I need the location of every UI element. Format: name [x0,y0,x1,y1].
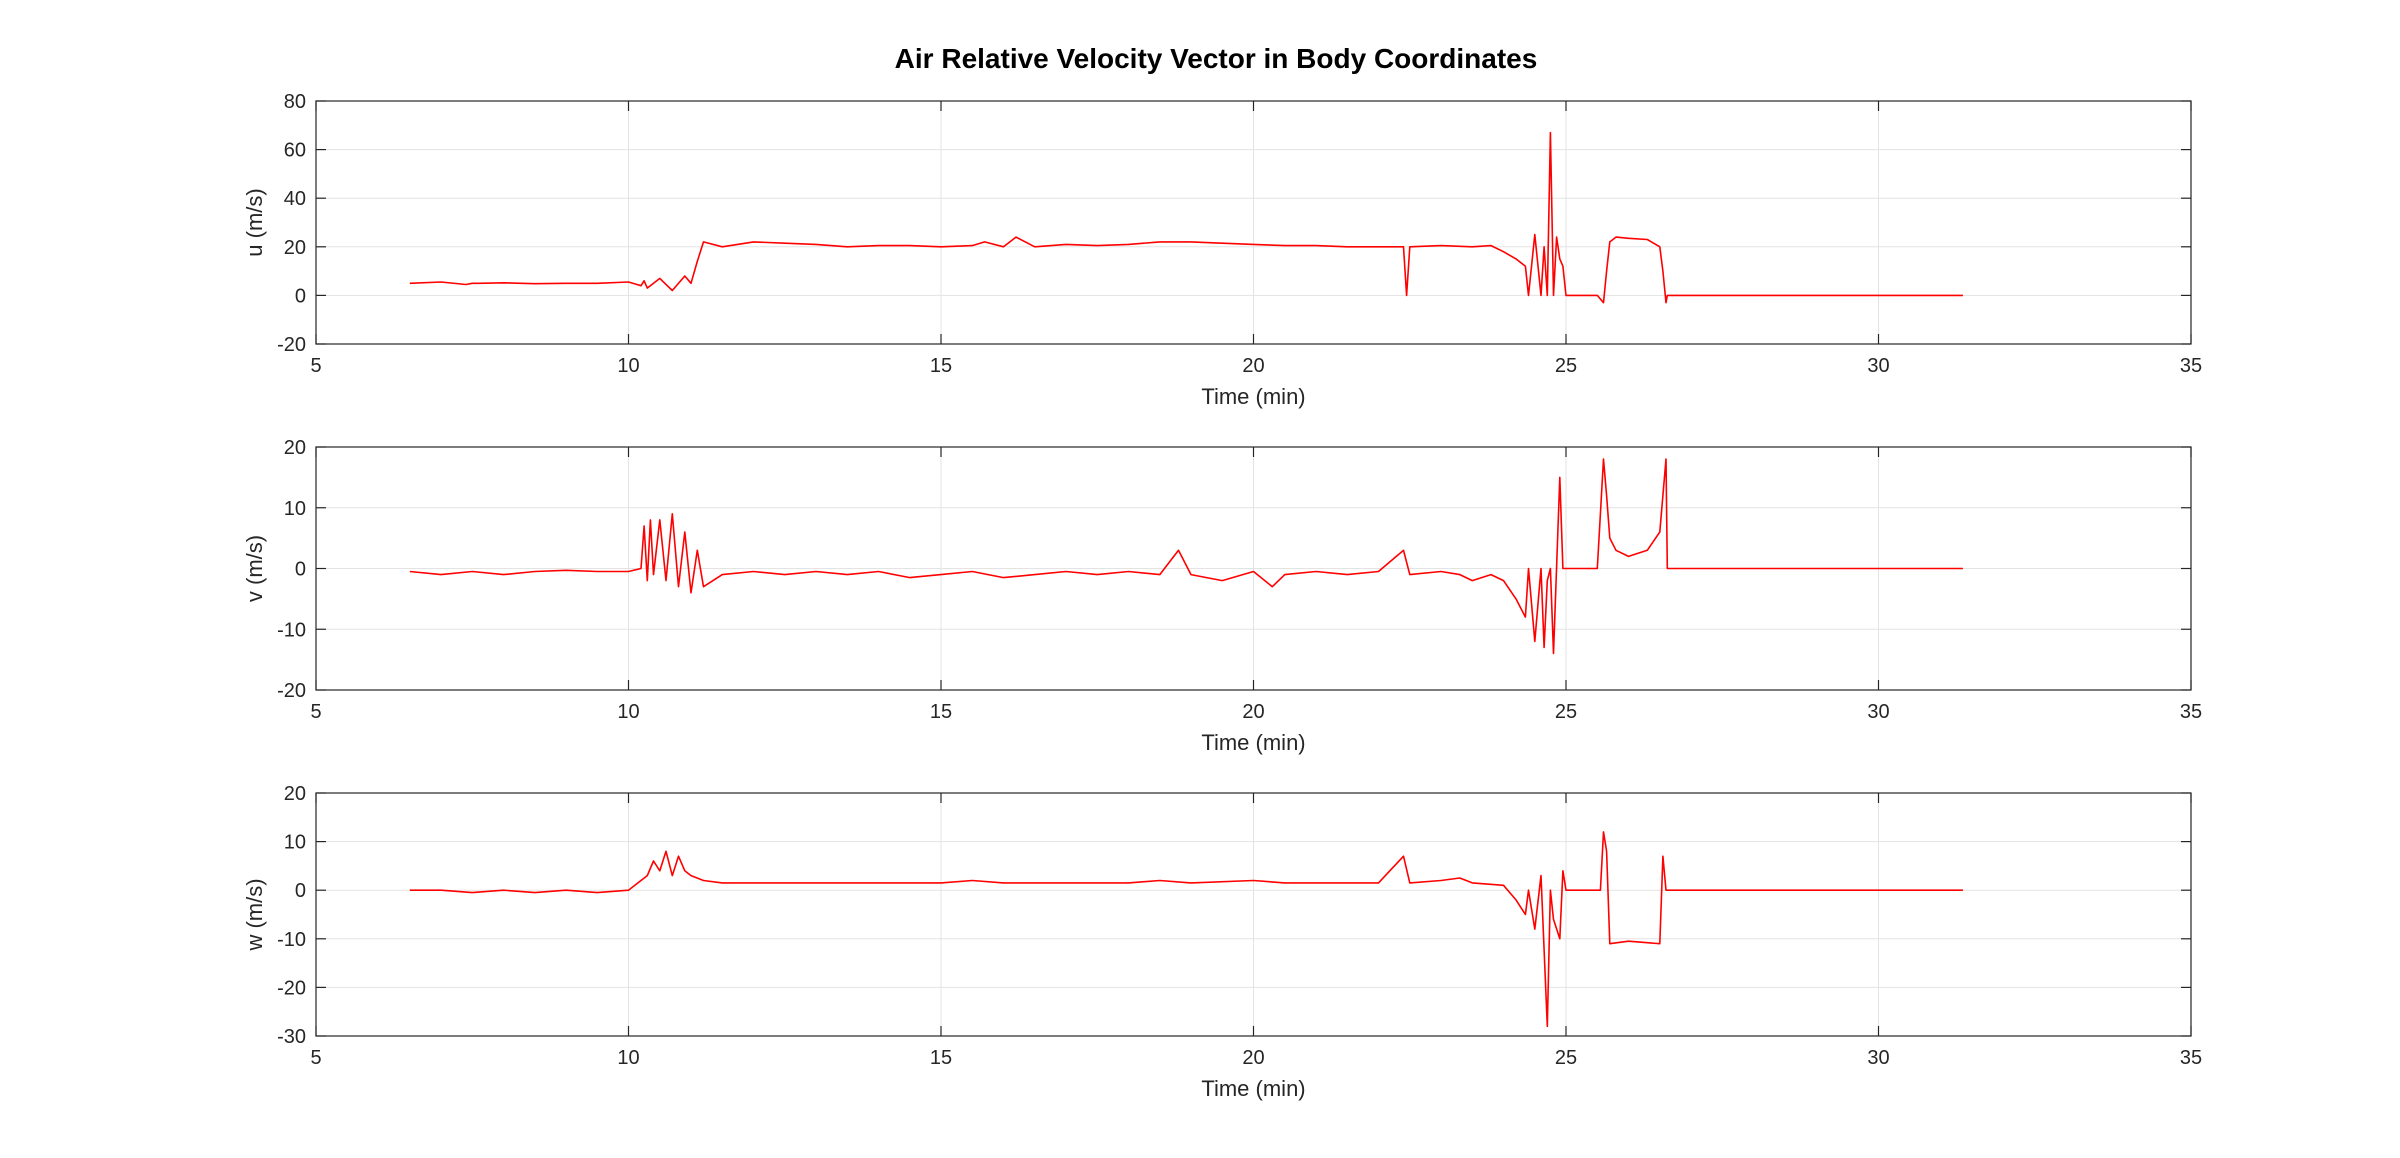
y-axis-label: v (m/s) [242,535,267,602]
x-tick-label: 25 [1555,355,1577,377]
y-tick-label: 20 [284,783,306,805]
y-tick-label: -30 [277,1026,306,1048]
x-tick-label: 15 [930,701,952,723]
x-axis-label: Time (min) [1201,1076,1305,1101]
x-axis-label: Time (min) [1201,384,1305,409]
series-line [409,458,1963,655]
x-tick-label: 25 [1555,1047,1577,1069]
x-tick-label: 10 [617,701,639,723]
y-tick-label: -20 [277,680,306,702]
y-tick-label: 0 [295,880,306,902]
subplot-2: 5 10 15 20 25 30 35 -20 -10 0 10 20 Time (min) v (m/s… [242,437,2202,755]
y-tick-label: 0 [295,559,306,581]
y-tick-label: 40 [284,188,306,210]
x-tick-label: 10 [617,355,639,377]
y-tick-label: -20 [277,977,306,999]
series-line [409,831,1963,1028]
x-tick-label: 20 [1242,1047,1264,1069]
x-tick-label: 35 [2180,355,2202,377]
x-tick-label: 30 [1867,355,1889,377]
x-tick-label: 10 [617,1047,639,1069]
y-axis-label: w (m/s) [242,878,267,951]
y-tick-label: -10 [277,619,306,641]
y-tick-label: 20 [284,237,306,259]
series-line [409,131,1963,304]
y-tick-label: -10 [277,929,306,951]
y-tick-label: -20 [277,334,306,356]
x-tick-label: 30 [1867,701,1889,723]
y-tick-label: 80 [284,91,306,113]
x-tick-label: 15 [930,355,952,377]
x-tick-label: 25 [1555,701,1577,723]
subplot-3: 5 10 15 20 25 30 35 -30 -20 -10 0 10 20 Time (min) w (… [242,783,2202,1101]
x-axis-label: Time (min) [1201,730,1305,755]
x-tick-label: 35 [2180,1047,2202,1069]
y-tick-label: 0 [295,285,306,307]
y-tick-label: 60 [284,140,306,162]
x-tick-label: 5 [310,1047,321,1069]
x-tick-label: 15 [930,1047,952,1069]
x-tick-label: 20 [1242,701,1264,723]
x-tick-label: 35 [2180,701,2202,723]
y-tick-label: 10 [284,832,306,854]
y-tick-label: 10 [284,498,306,520]
subplots: 5 10 15 20 25 30 35 -20 0 20 40 60 80 Time (min) u (m/… [242,91,2202,1101]
x-tick-label: 20 [1242,355,1264,377]
subplot-1: 5 10 15 20 25 30 35 -20 0 20 40 60 80 Time (min) u (m/… [242,91,2202,409]
figure-title: Air Relative Velocity Vector in Body Coo… [895,43,1538,74]
y-tick-label: 20 [284,437,306,459]
x-tick-label: 30 [1867,1047,1889,1069]
x-tick-label: 5 [310,355,321,377]
y-axis-label: u (m/s) [242,188,267,256]
x-tick-label: 5 [310,701,321,723]
